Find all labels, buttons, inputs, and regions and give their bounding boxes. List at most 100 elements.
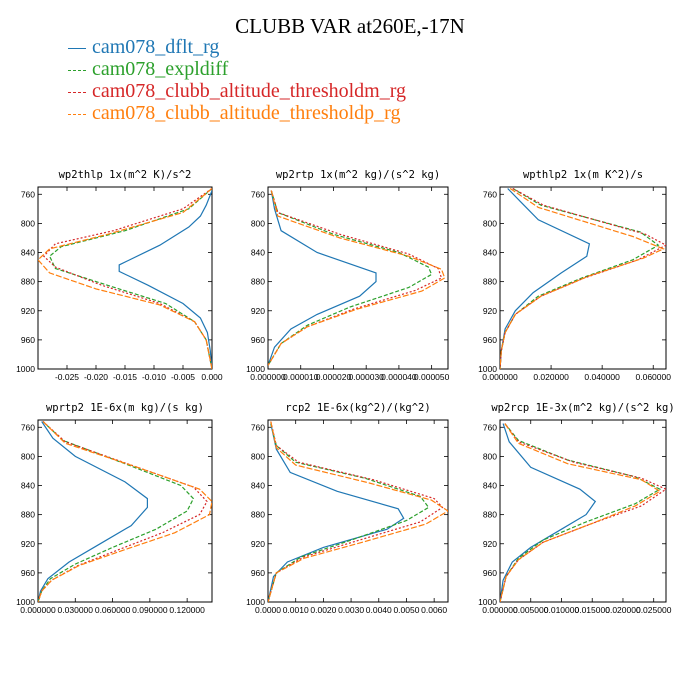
y-tick-label: 960: [21, 335, 35, 345]
panel: wp2rcp 1E-3x(m^2 kg)/(s^2 kg) 760 800 840 88…: [478, 402, 675, 615]
legend-label: cam078_expldiff: [92, 58, 229, 80]
y-tick-label: 800: [21, 218, 35, 228]
y-tick-label: 760: [251, 422, 265, 432]
y-tick-label: 840: [483, 481, 497, 491]
panel-title: wprtp2 1E-6x(m kg)/(s kg): [46, 402, 204, 414]
legend-entry: cam078_clubb_altitude_thresholdp_rg: [68, 102, 406, 124]
x-tick-label: 0.000000: [20, 605, 56, 615]
x-tick-label: 0.020000: [605, 605, 641, 615]
y-tick-label: 840: [251, 248, 265, 258]
x-tick-label: 0.0020: [310, 605, 336, 615]
plot-frame: [267, 419, 449, 603]
x-tick-label: 0.000000: [250, 372, 286, 382]
y-tick-label: 880: [483, 277, 497, 287]
y-tick-label: 840: [21, 481, 35, 491]
series-line: [268, 423, 405, 602]
panel-title: wp2rtp 1x(m^2 kg)/(s^2 kg): [276, 169, 440, 181]
x-tick-label: 0.0060: [421, 605, 447, 615]
y-tick-label: 800: [483, 451, 497, 461]
plot-frame: [499, 186, 667, 370]
y-tick-label: 880: [483, 510, 497, 520]
legend-entry: cam078_expldiff: [68, 58, 406, 80]
series-line: [268, 423, 430, 602]
panel: rcp2 1E-6x(kg^2)/(kg^2) 760 800 840 880 920 96…: [246, 402, 449, 615]
series-line: [38, 421, 212, 602]
x-tick-label: 0.000010: [283, 372, 319, 382]
y-tick-label: 920: [21, 539, 35, 549]
legend-swatch: [68, 91, 86, 93]
y-tick-label: 800: [251, 451, 265, 461]
y-tick-label: 1000: [478, 364, 497, 374]
y-tick-label: 840: [251, 481, 265, 491]
x-tick-label: 0.000000: [482, 605, 518, 615]
x-tick-label: 0.000000: [482, 372, 518, 382]
y-tick-label: 1000: [478, 597, 497, 607]
y-tick-label: 880: [251, 277, 265, 287]
y-tick-label: 840: [483, 248, 497, 258]
legend-label: cam078_dflt_rg: [92, 36, 220, 58]
y-tick-label: 920: [251, 539, 265, 549]
series-line: [38, 421, 148, 602]
x-tick-label: 0.000: [201, 372, 223, 382]
series-line: [500, 423, 597, 602]
y-tick-label: 760: [483, 422, 497, 432]
series-line: [38, 188, 212, 369]
series-line: [268, 421, 444, 602]
series-line: [500, 188, 591, 369]
x-tick-label: 0.020000: [533, 372, 569, 382]
legend-label: cam078_clubb_altitude_thresholdp_rg: [92, 102, 401, 124]
y-tick-label: 920: [483, 539, 497, 549]
plot-frame: [499, 419, 667, 603]
x-tick-label: 0.120000: [169, 605, 205, 615]
y-tick-label: 760: [251, 189, 265, 199]
y-tick-label: 800: [483, 218, 497, 228]
plot-frame: [267, 186, 449, 370]
panel-title: wp2thlp 1x(m^2 K)/s^2: [59, 169, 192, 181]
y-tick-label: 960: [251, 568, 265, 578]
x-tick-label: -0.015: [113, 372, 137, 382]
legend-entry: cam078_dflt_rg: [68, 36, 406, 58]
series-line: [268, 190, 446, 366]
y-tick-label: 800: [21, 451, 35, 461]
series-line: [500, 188, 665, 369]
x-tick-label: 0.0010: [283, 605, 309, 615]
y-tick-label: 800: [251, 218, 265, 228]
x-tick-label: 0.030000: [58, 605, 94, 615]
x-tick-label: -0.025: [55, 372, 79, 382]
x-tick-label: 0.000030: [348, 372, 384, 382]
figure-title: CLUBB VAR at260E,-17N: [235, 14, 465, 38]
y-tick-label: 920: [483, 306, 497, 316]
x-tick-label: 0.000020: [316, 372, 352, 382]
series-line: [268, 190, 433, 366]
series-line: [42, 188, 212, 369]
x-tick-label: 0.040000: [584, 372, 620, 382]
plot-frame: [37, 419, 213, 603]
x-tick-label: 0.015000: [574, 605, 610, 615]
x-tick-label: 0.010000: [544, 605, 580, 615]
y-tick-label: 840: [21, 248, 35, 258]
y-tick-label: 1000: [246, 597, 265, 607]
x-tick-label: 0.0000: [255, 605, 281, 615]
x-tick-label: 0.060000: [636, 372, 672, 382]
panel: wpthlp2 1x(m K^2)/s 760 800 840 880 920 960 100…: [478, 169, 671, 382]
y-tick-label: 960: [21, 568, 35, 578]
x-tick-label: 0.060000: [95, 605, 131, 615]
x-tick-label: 0.090000: [132, 605, 168, 615]
series-line: [268, 190, 443, 366]
legend-swatch: [68, 113, 86, 115]
x-tick-label: 0.0050: [393, 605, 419, 615]
x-tick-label: 0.000040: [381, 372, 417, 382]
y-tick-label: 880: [21, 277, 35, 287]
panel: wprtp2 1E-6x(m kg)/(s kg) 760 800 840 880 920…: [16, 402, 213, 615]
x-tick-label: 0.025000: [636, 605, 672, 615]
series-line: [500, 423, 662, 602]
panel: wp2thlp 1x(m^2 K)/s^2 760 800 840 880 920 960 1…: [16, 169, 223, 382]
panel-title: rcp2 1E-6x(kg^2)/(kg^2): [285, 402, 430, 414]
y-tick-label: 960: [483, 568, 497, 578]
y-tick-label: 1000: [16, 597, 35, 607]
y-tick-label: 880: [21, 510, 35, 520]
series-line: [268, 421, 448, 602]
series-line: [500, 423, 666, 602]
legend-swatch: [68, 69, 86, 71]
